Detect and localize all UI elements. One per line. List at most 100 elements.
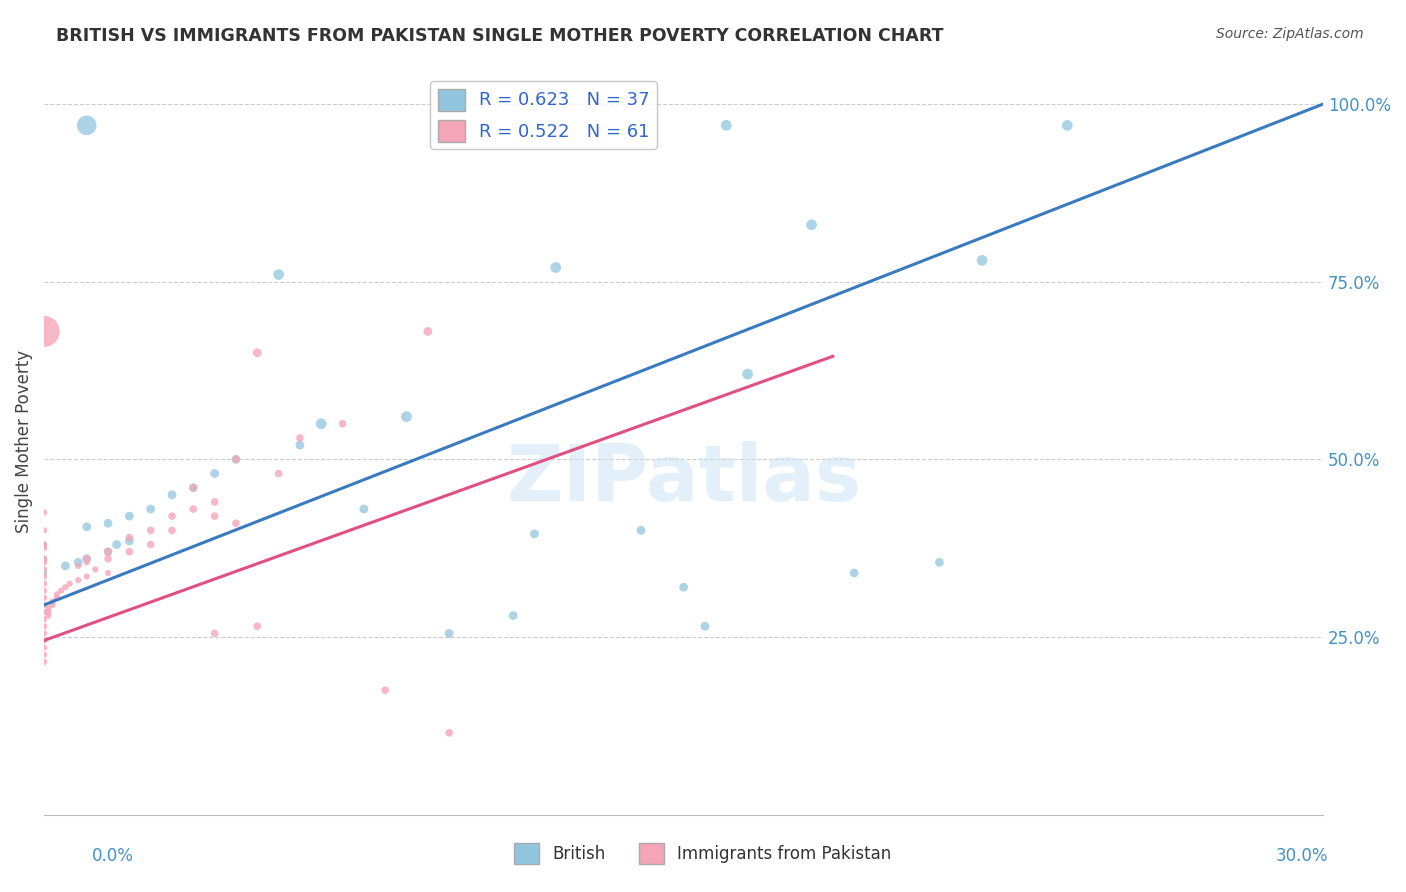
Point (204, 467, 226, 481)
Point (32, 648, 55, 662)
Point (97, 544, 120, 558)
Point (118, 544, 141, 558)
Point (800, 218, 823, 232)
Point (267, 467, 290, 481)
Point (32, 576, 55, 591)
Point (183, 481, 205, 495)
Point (76, 119, 98, 133)
Text: ZIPatlas: ZIPatlas (506, 441, 860, 516)
Point (118, 509, 141, 524)
Point (32, 551, 55, 566)
Point (97, 516, 120, 531)
Point (51, 583, 73, 598)
Point (67, 558, 90, 573)
Point (204, 495, 226, 509)
Point (32, 612, 55, 626)
Point (32, 541, 55, 555)
Point (353, 502, 375, 516)
Point (32, 655, 55, 669)
Point (32, 633, 55, 648)
Legend: R = 0.623   N = 37, R = 0.522   N = 61: R = 0.623 N = 37, R = 0.522 N = 61 (430, 81, 657, 149)
Point (204, 626, 226, 640)
Point (97, 551, 120, 566)
Point (928, 555, 950, 569)
Point (183, 481, 205, 495)
Legend: British, Immigrants from Pakistan: British, Immigrants from Pakistan (508, 837, 898, 871)
Point (246, 619, 269, 633)
Point (32, 537, 55, 551)
Point (416, 325, 439, 339)
Point (41, 598, 63, 612)
Point (32, 537, 55, 551)
Point (55, 558, 77, 573)
Point (544, 260, 567, 275)
Point (32, 598, 55, 612)
Point (32, 562, 55, 576)
Point (246, 345, 269, 359)
Point (225, 452, 247, 467)
Point (45, 591, 67, 605)
Point (32, 640, 55, 655)
Point (183, 502, 205, 516)
Point (139, 524, 162, 538)
Point (332, 417, 354, 431)
Point (502, 608, 524, 623)
Point (204, 509, 226, 524)
Point (32, 555, 55, 569)
Point (160, 488, 183, 502)
Point (844, 566, 866, 580)
Point (32, 325, 55, 339)
Point (76, 520, 98, 534)
Point (59, 576, 82, 591)
Point (45, 587, 67, 601)
Point (76, 551, 98, 566)
Point (32, 583, 55, 598)
Text: Source: ZipAtlas.com: Source: ZipAtlas.com (1216, 27, 1364, 41)
Point (118, 531, 141, 545)
Point (288, 438, 311, 452)
Point (84, 562, 107, 576)
Point (309, 417, 332, 431)
Point (267, 268, 290, 282)
Point (32, 591, 55, 605)
Point (97, 566, 120, 580)
Point (32, 569, 55, 583)
Point (160, 524, 183, 538)
Point (1056, 119, 1078, 133)
Point (67, 555, 90, 569)
Y-axis label: Single Mother Poverty: Single Mother Poverty (15, 350, 32, 533)
Point (32, 551, 55, 566)
Point (672, 580, 695, 594)
Point (118, 534, 141, 549)
Point (97, 544, 120, 558)
Point (32, 506, 55, 520)
Point (437, 626, 460, 640)
Point (37, 601, 59, 615)
Point (76, 569, 98, 583)
Text: 0.0%: 0.0% (91, 847, 134, 865)
Point (32, 605, 55, 619)
Text: BRITISH VS IMMIGRANTS FROM PAKISTAN SINGLE MOTHER POVERTY CORRELATION CHART: BRITISH VS IMMIGRANTS FROM PAKISTAN SING… (56, 27, 943, 45)
Point (225, 516, 247, 531)
Point (32, 626, 55, 640)
Point (76, 555, 98, 569)
Point (395, 409, 418, 424)
Point (32, 619, 55, 633)
Point (105, 537, 128, 551)
Point (737, 367, 759, 381)
Point (37, 608, 59, 623)
Point (288, 431, 311, 445)
Point (160, 509, 183, 524)
Point (630, 524, 652, 538)
Point (693, 619, 716, 633)
Text: 30.0%: 30.0% (1277, 847, 1329, 865)
Point (41, 594, 63, 608)
Point (37, 605, 59, 619)
Point (716, 119, 738, 133)
Point (374, 683, 396, 698)
Point (139, 502, 162, 516)
Point (225, 452, 247, 467)
Point (970, 253, 993, 268)
Point (67, 573, 90, 587)
Point (32, 524, 55, 538)
